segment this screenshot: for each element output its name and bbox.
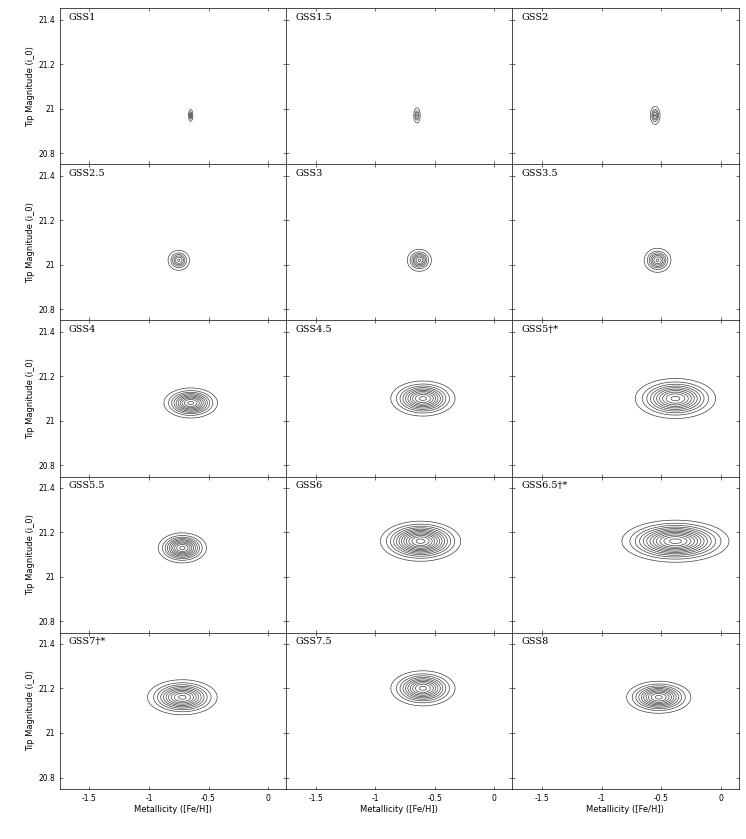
Y-axis label: Tip Magnitude (i_0): Tip Magnitude (i_0) bbox=[26, 670, 35, 751]
Text: GSS7.5: GSS7.5 bbox=[295, 638, 332, 646]
X-axis label: Metallicity ([Fe/H]): Metallicity ([Fe/H]) bbox=[134, 805, 212, 815]
Y-axis label: Tip Magnitude (i_0): Tip Magnitude (i_0) bbox=[26, 46, 35, 127]
Text: GSS3: GSS3 bbox=[295, 169, 322, 178]
Text: GSS6.5†*: GSS6.5†* bbox=[521, 482, 568, 490]
Text: GSS8: GSS8 bbox=[521, 638, 548, 646]
Text: GSS5†*: GSS5†* bbox=[521, 326, 559, 334]
Y-axis label: Tip Magnitude (i_0): Tip Magnitude (i_0) bbox=[26, 202, 35, 283]
Text: GSS5.5: GSS5.5 bbox=[69, 482, 105, 490]
Text: GSS1.5: GSS1.5 bbox=[295, 13, 332, 22]
Y-axis label: Tip Magnitude (i_0): Tip Magnitude (i_0) bbox=[26, 514, 35, 595]
Text: GSS2: GSS2 bbox=[521, 13, 548, 22]
Text: GSS4: GSS4 bbox=[69, 326, 96, 334]
Text: GSS4.5: GSS4.5 bbox=[295, 326, 332, 334]
Text: GSS1: GSS1 bbox=[69, 13, 96, 22]
Y-axis label: Tip Magnitude (i_0): Tip Magnitude (i_0) bbox=[26, 358, 35, 439]
X-axis label: Metallicity ([Fe/H]): Metallicity ([Fe/H]) bbox=[586, 805, 665, 815]
Text: GSS3.5: GSS3.5 bbox=[521, 169, 558, 178]
Text: GSS7†*: GSS7†* bbox=[69, 638, 106, 646]
X-axis label: Metallicity ([Fe/H]): Metallicity ([Fe/H]) bbox=[360, 805, 438, 815]
Text: GSS2.5: GSS2.5 bbox=[69, 169, 105, 178]
Text: GSS6: GSS6 bbox=[295, 482, 322, 490]
